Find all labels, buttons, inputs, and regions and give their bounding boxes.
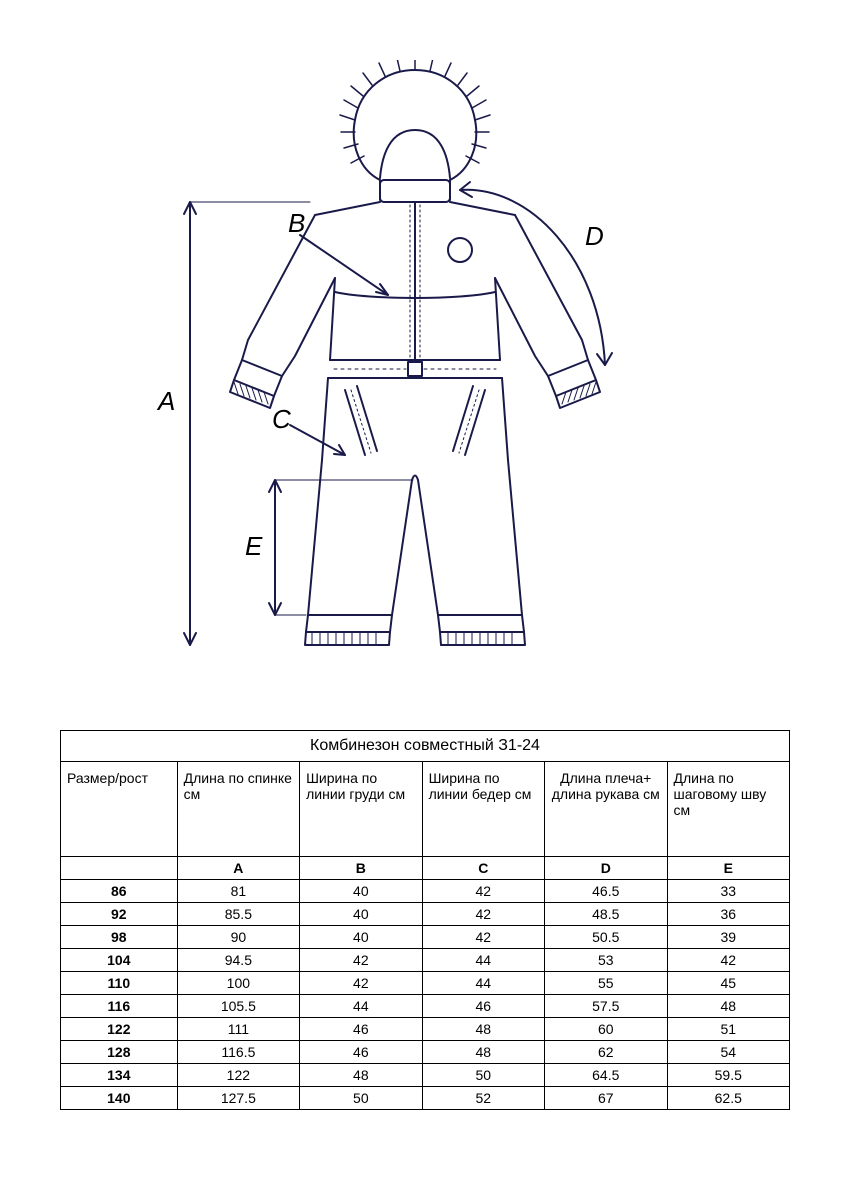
table-letter-row: A B C D E (61, 857, 790, 880)
table-cell: 53 (545, 949, 667, 972)
table-title-row: Комбинезон совместный З1-24 (61, 731, 790, 762)
table-cell: 94.5 (177, 949, 299, 972)
table-cell: 100 (177, 972, 299, 995)
table-row: 11010042445545 (61, 972, 790, 995)
table-cell: 116 (61, 995, 178, 1018)
table-cell: 33 (667, 880, 790, 903)
table-cell: 127.5 (177, 1087, 299, 1110)
table-header-row: Размер/рост Длина по спинке см Ширина по… (61, 762, 790, 857)
table-cell: 51 (667, 1018, 790, 1041)
dim-label-a: A (156, 386, 175, 416)
col-header: Длина по спинке см (177, 762, 299, 857)
table-title: Комбинезон совместный З1-24 (61, 731, 790, 762)
table-cell: 40 (300, 926, 422, 949)
table-cell: 36 (667, 903, 790, 926)
table-cell: 140 (61, 1087, 178, 1110)
table-row: 12211146486051 (61, 1018, 790, 1041)
table-cell: 50 (422, 1064, 544, 1087)
table-row: 140127.550526762.5 (61, 1087, 790, 1110)
table-cell: 92 (61, 903, 178, 926)
table-cell: 48 (422, 1041, 544, 1064)
letter-cell: B (300, 857, 422, 880)
table-cell: 42 (300, 972, 422, 995)
letter-cell: C (422, 857, 544, 880)
table-cell: 44 (300, 995, 422, 1018)
table-cell: 48 (300, 1064, 422, 1087)
table-cell: 116.5 (177, 1041, 299, 1064)
size-table-wrap: Комбинезон совместный З1-24 Размер/рост … (60, 730, 790, 1110)
col-header: Размер/рост (61, 762, 178, 857)
table-cell: 111 (177, 1018, 299, 1041)
table-cell: 48 (667, 995, 790, 1018)
dim-label-b: B (288, 208, 305, 238)
table-cell: 64.5 (545, 1064, 667, 1087)
table-cell: 62.5 (667, 1087, 790, 1110)
table-cell: 48 (422, 1018, 544, 1041)
table-cell: 54 (667, 1041, 790, 1064)
dim-label-c: C (272, 404, 291, 434)
table-cell: 44 (422, 949, 544, 972)
table-cell: 81 (177, 880, 299, 903)
col-header: Ширина по линии груди см (300, 762, 422, 857)
table-cell: 52 (422, 1087, 544, 1110)
table-cell: 122 (61, 1018, 178, 1041)
table-cell: 55 (545, 972, 667, 995)
table-cell: 128 (61, 1041, 178, 1064)
letter-cell (61, 857, 178, 880)
dim-label-e: E (245, 531, 263, 561)
table-row: 8681404246.533 (61, 880, 790, 903)
table-cell: 40 (300, 880, 422, 903)
letter-cell: E (667, 857, 790, 880)
table-cell: 50 (300, 1087, 422, 1110)
dim-label-d: D (585, 221, 604, 251)
table-cell: 44 (422, 972, 544, 995)
letter-cell: A (177, 857, 299, 880)
table-row: 10494.542445342 (61, 949, 790, 972)
table-cell: 46 (300, 1041, 422, 1064)
table-cell: 46.5 (545, 880, 667, 903)
table-cell: 60 (545, 1018, 667, 1041)
table-cell: 42 (667, 949, 790, 972)
table-cell: 59.5 (667, 1064, 790, 1087)
letter-cell: D (545, 857, 667, 880)
table-cell: 42 (422, 926, 544, 949)
table-row: 134122485064.559.5 (61, 1064, 790, 1087)
table-cell: 46 (300, 1018, 422, 1041)
diagram-svg: A B C D E (130, 60, 660, 670)
table-cell: 50.5 (545, 926, 667, 949)
col-header: Длина плеча+ длина рукава см (545, 762, 667, 857)
page: A B C D E Комбинезон совместный З1-24 Ра… (0, 0, 849, 1200)
table-row: 9890404250.539 (61, 926, 790, 949)
col-header: Ширина по линии бедер см (422, 762, 544, 857)
table-cell: 110 (61, 972, 178, 995)
table-cell: 67 (545, 1087, 667, 1110)
table-cell: 40 (300, 903, 422, 926)
table-row: 116105.5444657.548 (61, 995, 790, 1018)
table-cell: 39 (667, 926, 790, 949)
table-cell: 46 (422, 995, 544, 1018)
table-cell: 122 (177, 1064, 299, 1087)
table-cell: 85.5 (177, 903, 299, 926)
table-cell: 134 (61, 1064, 178, 1087)
table-cell: 48.5 (545, 903, 667, 926)
table-cell: 57.5 (545, 995, 667, 1018)
table-cell: 62 (545, 1041, 667, 1064)
table-cell: 45 (667, 972, 790, 995)
table-cell: 90 (177, 926, 299, 949)
table-row: 128116.546486254 (61, 1041, 790, 1064)
table-cell: 105.5 (177, 995, 299, 1018)
table-row: 9285.5404248.536 (61, 903, 790, 926)
garment-diagram: A B C D E (130, 60, 660, 670)
table-cell: 42 (300, 949, 422, 972)
table-cell: 86 (61, 880, 178, 903)
table-cell: 42 (422, 880, 544, 903)
size-table: Комбинезон совместный З1-24 Размер/рост … (60, 730, 790, 1110)
table-cell: 42 (422, 903, 544, 926)
table-cell: 98 (61, 926, 178, 949)
col-header: Длина по шаговому шву см (667, 762, 790, 857)
table-cell: 104 (61, 949, 178, 972)
